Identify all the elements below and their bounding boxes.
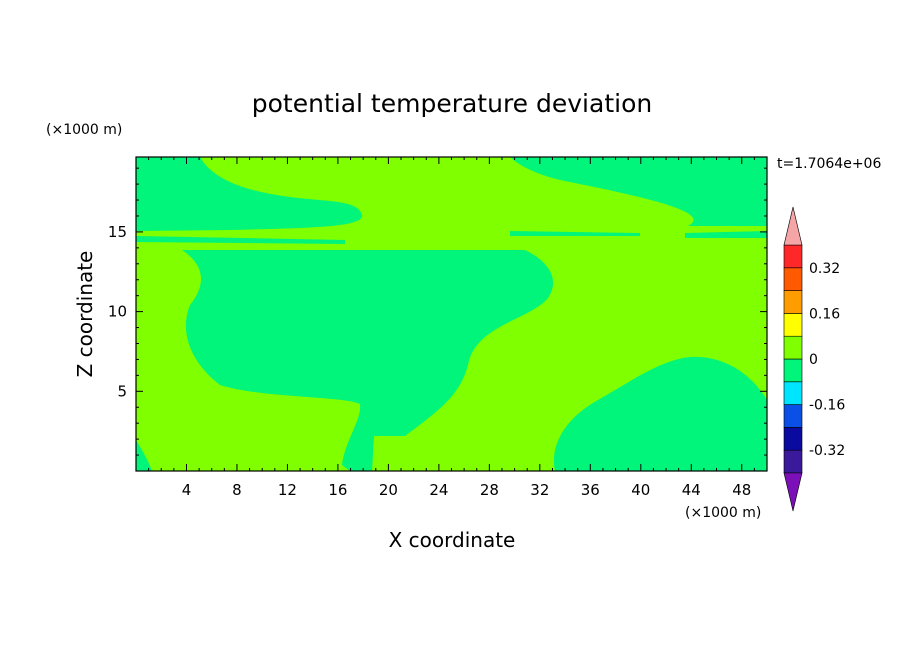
x-tick-label: 28: [480, 481, 499, 499]
time-label: t=1.7064e+06: [777, 156, 881, 172]
contour-region-lower-right: [553, 356, 767, 471]
colorbar-under-arrow: [783, 472, 803, 512]
contour-region-upper-left: [136, 157, 363, 231]
y-unit-label: (×1000 m): [46, 122, 122, 138]
x-tick-label: 4: [182, 481, 192, 499]
colorbar-tick-label: -0.16: [809, 398, 845, 414]
colorbar-swatch: [783, 335, 803, 360]
chart-title: potential temperature deviation: [252, 89, 652, 118]
colorbar-swatch: [783, 313, 803, 337]
colorbar-swatch: [783, 244, 803, 269]
x-tick-label: 24: [429, 481, 448, 499]
x-tick-label: 48: [732, 481, 751, 499]
contour-band-15km-left: [136, 236, 345, 244]
x-tick-label: 16: [328, 481, 347, 499]
colorbar-swatch: [783, 404, 803, 428]
x-axis-label: X coordinate: [389, 528, 516, 552]
contour-region-upper-right: [510, 157, 767, 226]
contour-band-15km-far-right: [685, 231, 767, 238]
colorbar-tick-label: 0.16: [809, 306, 840, 322]
y-axis-ticks: 5 10 15: [108, 167, 767, 456]
y-tick-label: 15: [108, 223, 127, 241]
x-tick-label: 32: [530, 481, 549, 499]
x-tick-label: 8: [232, 481, 242, 499]
contour-region-lower-left-edge: [136, 440, 152, 471]
colorbar-swatch: [783, 449, 803, 474]
colorbar-swatch: [783, 358, 803, 383]
colorbar-swatch: [783, 267, 803, 291]
x-tick-label: 20: [379, 481, 398, 499]
y-tick-label: 5: [117, 382, 127, 400]
x-tick-label: 36: [581, 481, 600, 499]
x-tick-label: 44: [682, 481, 701, 499]
colorbar-tick-label: 0.32: [809, 261, 840, 277]
contour-region-central-body: [182, 250, 554, 471]
colorbar-swatch: [783, 381, 803, 405]
colorbar: -0.32 -0.16 0 0.16 0.32: [783, 206, 845, 512]
colorbar-swatch: [783, 290, 803, 314]
y-tick-label: 10: [108, 303, 127, 321]
colorbar-tick-label: 0: [809, 352, 818, 368]
colorbar-swatch: [783, 427, 803, 451]
x-tick-label: 12: [278, 481, 297, 499]
colorbar-tick-label: -0.32: [809, 443, 845, 459]
x-tick-label: 40: [631, 481, 650, 499]
contour-band-15km-right: [510, 231, 640, 236]
x-axis-ticks: 4 8 12 16 20 24 28 32 36 40 44 48: [148, 157, 755, 499]
y-axis-label: Z coordinate: [73, 251, 97, 378]
colorbar-over-arrow: [783, 206, 803, 246]
x-unit-label: (×1000 m): [685, 505, 761, 521]
